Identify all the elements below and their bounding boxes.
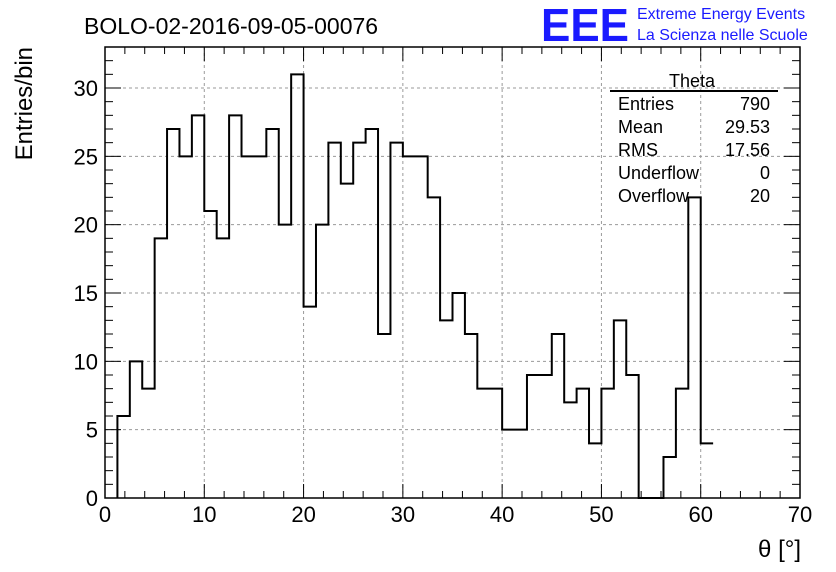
stats-label: Overflow	[618, 186, 690, 206]
y-tick-label: 15	[74, 281, 98, 306]
y-tick-label: 0	[86, 486, 98, 511]
stats-value: 17.56	[725, 140, 770, 160]
y-tick-label: 5	[86, 418, 98, 443]
histogram-step-line	[116, 73, 714, 499]
x-axis-label: θ [°]	[758, 536, 801, 563]
x-tick-label: 20	[291, 502, 315, 527]
axis-ticks	[104, 47, 801, 499]
logo-line1: Extreme Energy Events	[637, 6, 805, 23]
y-tick-label: 30	[74, 76, 98, 101]
eee-logo: EEE Extreme Energy Events La Scienza nel…	[541, 0, 808, 51]
x-tick-label: 50	[589, 502, 613, 527]
stats-value: 0	[760, 163, 770, 183]
y-tick-label: 10	[74, 349, 98, 374]
stats-value: 790	[740, 94, 770, 114]
plot-frame	[104, 46, 801, 499]
x-tick-labels: 0 10 20 30 40 50 60 70	[99, 502, 812, 527]
x-tick-label: 40	[490, 502, 514, 527]
stats-value: 20	[750, 186, 770, 206]
grid	[105, 47, 800, 498]
stats-label: RMS	[618, 140, 658, 160]
logo-mark: EEE	[541, 0, 629, 51]
y-tick-labels: 0 5 10 15 20 25 30	[74, 76, 98, 511]
y-tick-label: 20	[74, 213, 98, 238]
x-tick-label: 0	[99, 502, 111, 527]
stats-label: Underflow	[618, 163, 700, 183]
stats-label: Mean	[618, 117, 663, 137]
x-tick-label: 60	[688, 502, 712, 527]
x-tick-label: 70	[788, 502, 812, 527]
x-tick-label: 10	[192, 502, 216, 527]
stats-label: Entries	[618, 94, 674, 114]
y-axis-label: Entries/bin	[11, 47, 38, 160]
stats-value: 29.53	[725, 117, 770, 137]
y-tick-label: 25	[74, 144, 98, 169]
stats-box: Theta Entries 790 Mean 29.53 RMS 17.56 U…	[610, 71, 778, 206]
stats-title: Theta	[669, 71, 716, 91]
logo-line2: La Scienza nelle Scuole	[637, 27, 808, 44]
x-tick-label: 30	[391, 502, 415, 527]
chart-title: BOLO-02-2016-09-05-00076	[84, 13, 378, 39]
